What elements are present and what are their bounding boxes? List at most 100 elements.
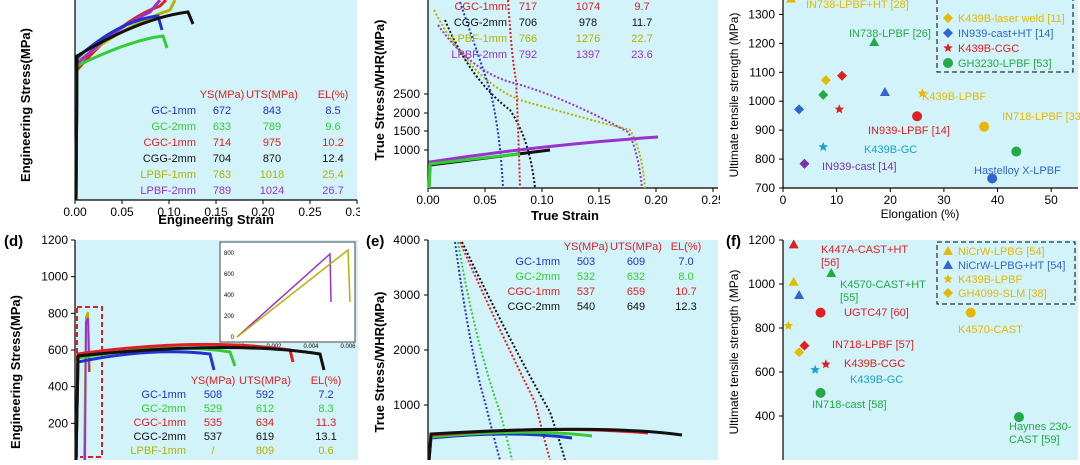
point-label-f: [56] xyxy=(821,257,839,269)
point-label-f: [55] xyxy=(840,292,858,304)
plot-area-c xyxy=(783,0,1078,188)
curve-d-cgc-2mm xyxy=(74,345,326,461)
data-point-c xyxy=(799,158,810,169)
data-point-c xyxy=(794,104,805,115)
curve-b-gc xyxy=(427,152,521,189)
y-tick-label-e: 4000 xyxy=(393,233,420,247)
table-cell-ys: 508 xyxy=(204,389,222,401)
curve-d-gc-1mm xyxy=(74,350,216,461)
y-tick-label-c: 800 xyxy=(755,152,775,166)
table-cell-el: 11.3 xyxy=(316,417,337,429)
table-cell-el: 10.2 xyxy=(322,137,343,149)
x-tick-label-b: 0.00 xyxy=(416,193,440,207)
x-tick-label-a: 0.25 xyxy=(298,205,322,219)
table-cell-uts: 659 xyxy=(627,286,645,298)
legend-marker-f xyxy=(943,246,953,255)
y-tick-label-c: 1200 xyxy=(748,36,775,50)
y-tick-label-c: 1100 xyxy=(749,65,775,79)
y-tick-label-e: 3000 xyxy=(393,288,420,302)
legend-box-c xyxy=(936,0,1074,73)
point-label-f: K439B-CGC xyxy=(844,358,905,370)
inset-y-tick-label: 0 xyxy=(231,335,235,341)
data-point-f xyxy=(965,307,976,318)
table-cell-ys: 706 xyxy=(519,17,537,29)
data-point-c xyxy=(1011,146,1022,157)
table-cell-el: 9.6 xyxy=(325,121,340,133)
table-cell-ys: 535 xyxy=(204,417,222,429)
point-label-c: IN738-LPBF [26] xyxy=(849,28,931,40)
table-cell-ys: 633 xyxy=(213,121,231,133)
table-cell-el: 8.3 xyxy=(318,403,333,415)
x-tick-label-b: 0.20 xyxy=(644,193,668,207)
table-cell-el: 22.7 xyxy=(631,33,652,45)
y-tick-label-d: 1200 xyxy=(41,233,68,247)
point-label-c: K439B-LPBF xyxy=(922,91,986,103)
point-label-c: K439B-GC xyxy=(864,144,917,156)
inset-curve-lpbf-2mm xyxy=(236,252,332,338)
table-row-name: GC-2mm xyxy=(141,403,186,415)
y-tick-label-d: 600 xyxy=(48,343,68,357)
table-row-name: GC-1mm xyxy=(515,256,560,268)
table-cell-el: 8.0 xyxy=(678,271,693,283)
table-header: EL(%) xyxy=(311,375,342,387)
table-cell-ys: 529 xyxy=(204,403,222,415)
xlabel-c: Elongation (%) xyxy=(881,207,960,221)
panel-c: 700 800 900 1000 1100 1200 1300 0 10 20 30 40 50 Ul… xyxy=(720,0,1080,232)
plot-area-e xyxy=(428,240,718,460)
table-cell-ys: 714 xyxy=(213,137,231,149)
table-cell-el: 11.7 xyxy=(632,17,653,29)
point-label-c: IN939-cast [14] xyxy=(822,161,897,173)
table-header: YS(MPa) xyxy=(564,241,609,253)
table-header: UTS(MPa) xyxy=(610,241,662,253)
table-cell-el: 0.6 xyxy=(318,445,333,457)
table-cell-el: 12.3 xyxy=(675,301,696,313)
curve-cgg-2mm xyxy=(74,10,195,201)
point-label-f: IN718-cast [58] xyxy=(812,399,887,411)
point-label-c: IN738-LPBF+HT [28] xyxy=(806,0,909,11)
xlabel-b: True Strain xyxy=(531,208,599,223)
table-cell-uts: 1024 xyxy=(260,185,284,197)
legend-label-c: K439B-CGC xyxy=(958,43,1019,55)
x-tick-label-b: 0.15 xyxy=(587,193,611,207)
inset-x-tick-label: 0.004 xyxy=(303,344,319,350)
point-label-f: K4570-CAST+HT xyxy=(840,279,926,291)
table-cell-uts: 843 xyxy=(263,105,281,117)
panel-c-svg: 700 800 900 1000 1100 1200 1300 0 10 20 30 40 50 Ul… xyxy=(727,0,1080,221)
y-tick-label-f: 800 xyxy=(755,321,775,335)
point-label-f: IN718-LPBF [57] xyxy=(832,339,914,351)
table-cell-uts: 619 xyxy=(256,431,274,443)
ylabel-e: True Stress/WHR(MPa) xyxy=(372,292,387,433)
y-tick-label-d: 800 xyxy=(48,306,68,320)
x-tick-label-c: 0 xyxy=(780,193,787,207)
table-cell-uts: 1276 xyxy=(576,33,600,45)
table-cell-ys: 766 xyxy=(519,33,537,45)
table-header: UTS(MPa) xyxy=(246,89,298,101)
y-tick-label-c: 900 xyxy=(755,123,775,137)
y-tick-label-b: 2500 xyxy=(393,87,420,101)
table-cell-el: 13.1 xyxy=(315,431,336,443)
data-point-f xyxy=(799,340,810,351)
curve-lpbf-2mm xyxy=(74,0,162,201)
y-tick-label-b: 1000 xyxy=(393,143,420,157)
table-row-name: GC-1mm xyxy=(151,105,196,117)
table-cell-ys: 540 xyxy=(577,301,595,313)
legend-label-f: NiCrW-LPBG+HT [54] xyxy=(958,260,1065,272)
y-tick-label-f: 1200 xyxy=(748,233,775,247)
table-row-name: LPBF-2mm xyxy=(140,185,196,197)
legend-label-c: K439B-laser weld [11] xyxy=(958,13,1065,25)
curve-e-cgc-2mm xyxy=(427,427,683,461)
data-point-f xyxy=(794,290,805,299)
table-row-name: CGG-2mm xyxy=(143,153,196,165)
table-cell-uts: 634 xyxy=(256,417,274,429)
x-tick-label-a: 0.15 xyxy=(204,205,228,219)
data-point-c xyxy=(834,104,845,114)
table-cell-el: 7.2 xyxy=(318,389,333,401)
legend-label-c: GH3230-LPBF [53] xyxy=(958,58,1052,70)
panel-e-svg: (e) 1000 2000 3000 4000 True Stress/WHR(MPa… xyxy=(366,233,718,461)
table-row-name: CGC-2mm xyxy=(507,301,560,313)
whr-e-cgc-1mm xyxy=(459,241,551,461)
data-point-c xyxy=(979,121,990,132)
table-cell-uts: 649 xyxy=(627,301,645,313)
table-cell-ys: 537 xyxy=(204,431,222,443)
table-cell-uts: 609 xyxy=(627,256,645,268)
